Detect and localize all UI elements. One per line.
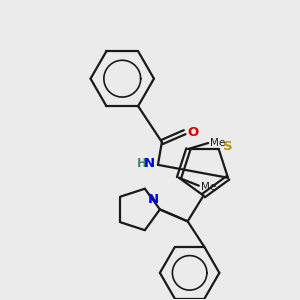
Text: H: H	[137, 158, 147, 170]
Text: N: N	[144, 158, 155, 170]
Text: S: S	[223, 140, 232, 152]
Text: N: N	[148, 194, 159, 206]
Text: Me: Me	[201, 182, 216, 192]
Text: O: O	[188, 126, 199, 139]
Text: Me: Me	[210, 138, 225, 148]
